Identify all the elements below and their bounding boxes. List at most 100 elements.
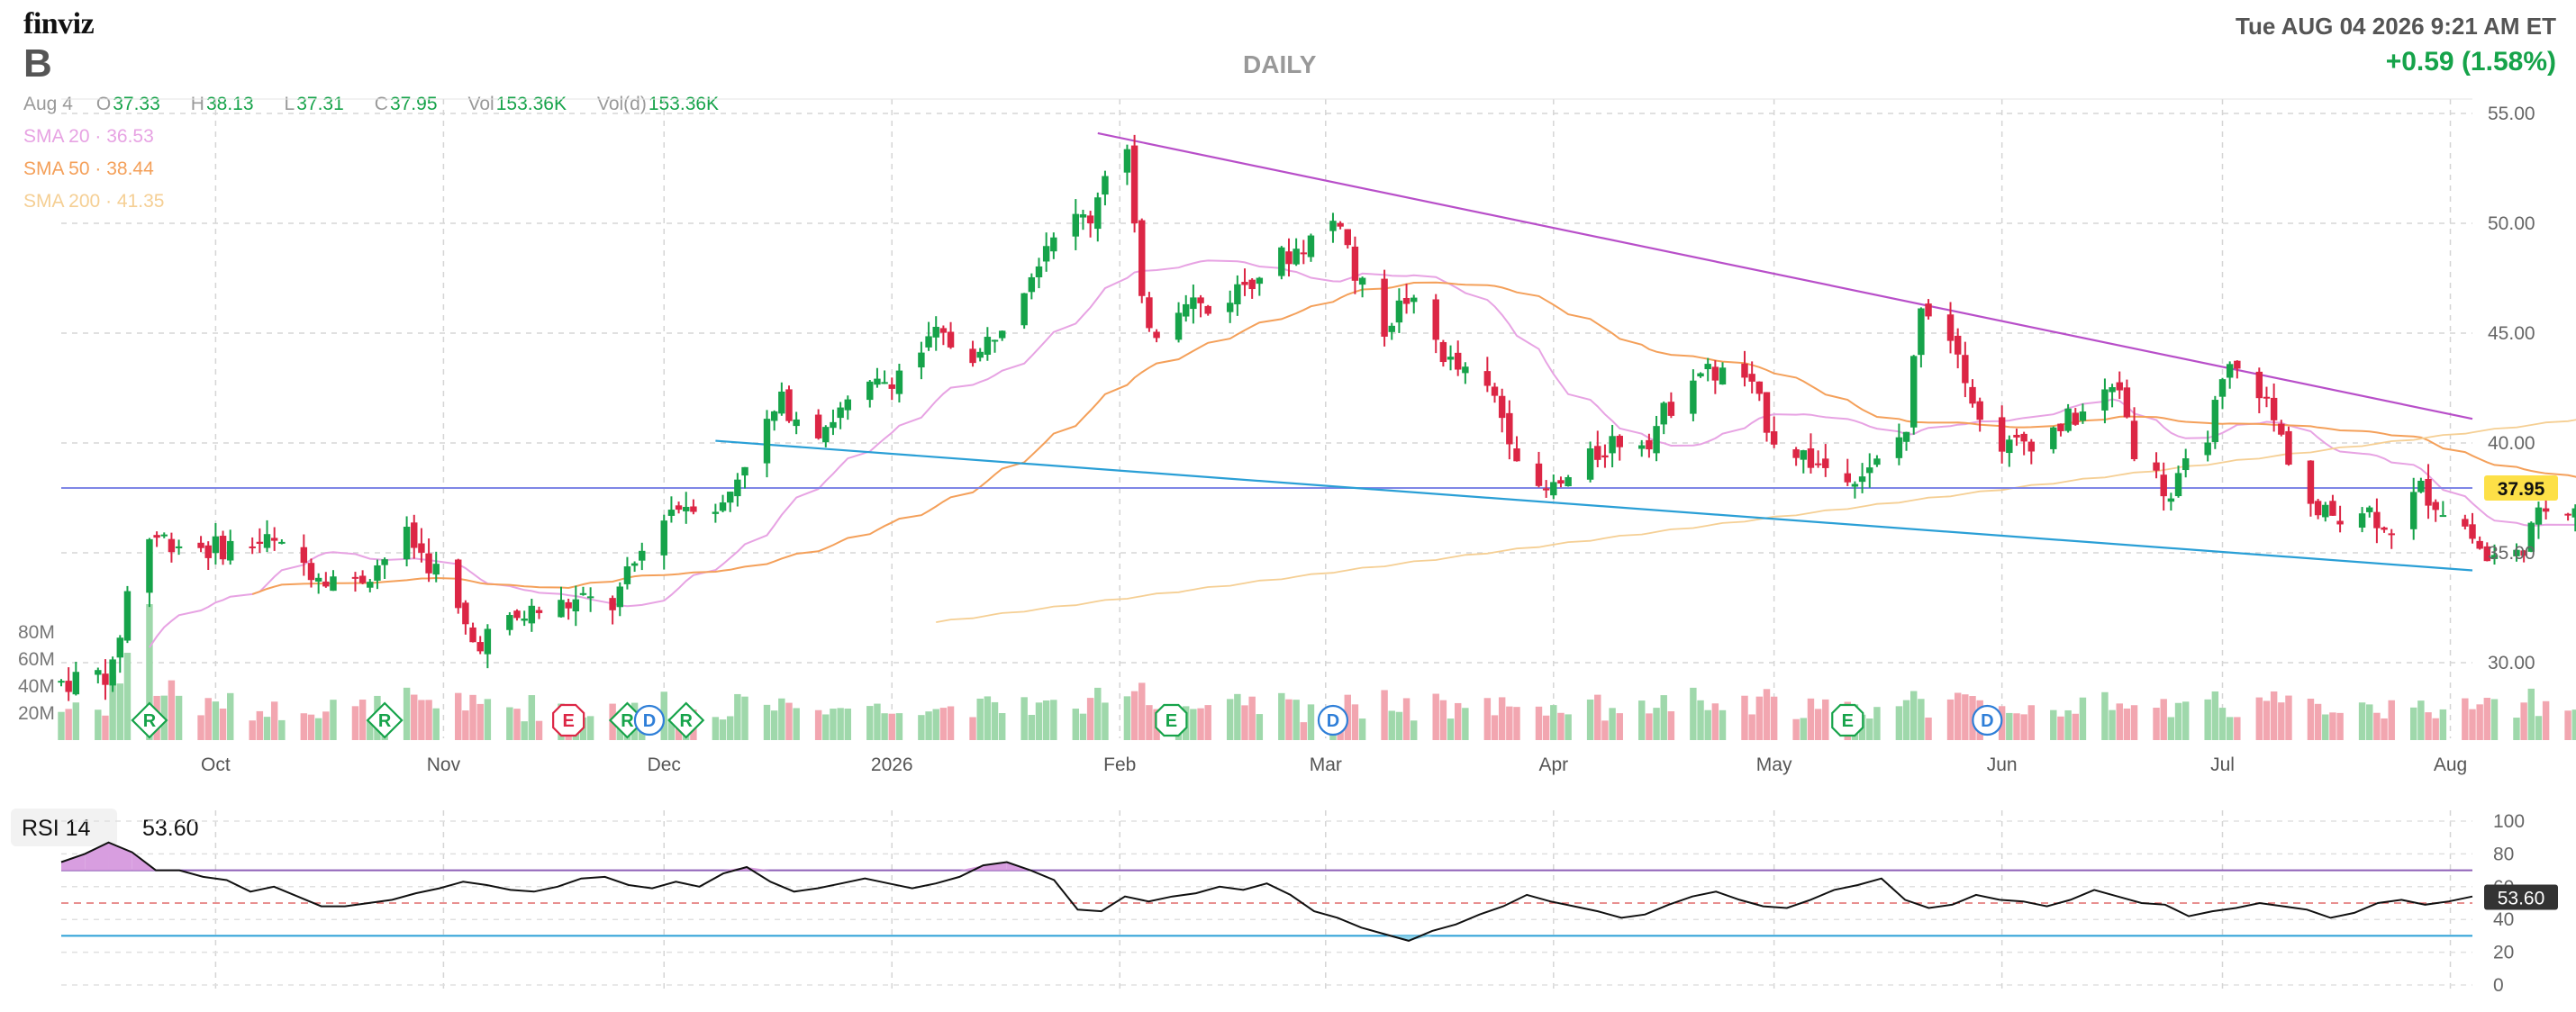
candle-body xyxy=(1358,277,1366,285)
candle xyxy=(418,528,425,563)
rsi-tag-value: 53.60 xyxy=(2498,888,2545,908)
candle xyxy=(1123,144,1131,185)
candle-body xyxy=(2116,382,2123,391)
candle-body xyxy=(2027,441,2036,452)
candle-body xyxy=(2255,371,2263,399)
candle-body xyxy=(793,419,800,427)
candle-body xyxy=(1402,297,1410,304)
sma200-legend[interactable]: SMA 200 · 41.35 xyxy=(23,191,165,212)
volume-bar xyxy=(1028,714,1036,740)
candle-body xyxy=(307,563,315,581)
candle-body xyxy=(374,565,381,581)
candle-body xyxy=(2462,519,2469,527)
candle-body xyxy=(322,581,330,587)
candle-body xyxy=(528,605,536,624)
candle-body xyxy=(1565,476,1572,487)
candle xyxy=(300,534,308,576)
candle-body xyxy=(639,550,646,561)
candle xyxy=(814,409,822,440)
candle xyxy=(351,572,359,592)
rsi-panel: 10080604020053.60 xyxy=(60,811,2558,996)
volume-bar xyxy=(462,710,469,740)
candle xyxy=(123,585,132,644)
candle-body xyxy=(425,553,432,574)
candle-body xyxy=(204,545,212,558)
event-letter: D xyxy=(1981,711,1993,731)
volume-bar xyxy=(278,719,286,740)
volume-bar xyxy=(1190,709,1197,740)
candle-body xyxy=(330,576,337,592)
candle-body xyxy=(2542,508,2550,512)
finviz-logo[interactable]: finviz xyxy=(23,7,95,41)
volume-bar xyxy=(330,700,337,740)
sma20-line xyxy=(149,259,2576,648)
candle-body xyxy=(1381,278,1388,337)
volume-bar xyxy=(226,692,234,740)
volume-bar xyxy=(2278,702,2285,740)
rsi-zone-fill xyxy=(983,862,1007,871)
candle-body xyxy=(1256,277,1264,285)
volume-bar xyxy=(778,698,785,740)
candle xyxy=(1814,450,1822,468)
event-shape xyxy=(131,701,168,739)
candle-body xyxy=(969,348,976,364)
candle xyxy=(1542,480,1550,498)
candle xyxy=(565,598,572,620)
candle xyxy=(2527,521,2535,553)
candle-body xyxy=(381,559,388,565)
volume-bar xyxy=(1660,695,1667,740)
volume-bar xyxy=(1638,700,1646,740)
candle-body xyxy=(2020,433,2027,442)
candle xyxy=(1307,233,1315,262)
candle-body xyxy=(2564,513,2571,516)
candle xyxy=(1344,229,1351,249)
candle xyxy=(160,532,168,538)
volume-bar xyxy=(1410,720,1418,740)
rsi-tick-label: 40 xyxy=(2493,909,2514,930)
candle xyxy=(1858,463,1866,493)
candle xyxy=(918,341,925,380)
volume-bar xyxy=(2226,717,2234,740)
candle xyxy=(830,409,837,436)
volume-bar xyxy=(1307,704,1315,740)
candle-body xyxy=(770,411,778,421)
candle xyxy=(476,636,484,655)
candle xyxy=(2020,431,2027,456)
candle-body xyxy=(2388,533,2395,536)
sma50-legend[interactable]: SMA 50 · 38.44 xyxy=(23,158,154,179)
volume-bar xyxy=(2439,709,2447,740)
candle xyxy=(1204,304,1211,316)
x-tick-label: Aug xyxy=(2434,754,2467,775)
candle-body xyxy=(712,511,720,514)
rsi-label-box[interactable] xyxy=(11,809,117,846)
candle xyxy=(1175,302,1183,343)
timeframe-label[interactable]: DAILY xyxy=(1243,50,1317,78)
candle-body xyxy=(1506,412,1513,445)
candle-body xyxy=(411,522,418,548)
volume-bar xyxy=(2381,718,2388,740)
volume-bar xyxy=(2513,718,2520,740)
candle xyxy=(1094,192,1102,242)
volume-bar xyxy=(2571,709,2576,740)
candle-body xyxy=(1395,300,1403,323)
candle-body xyxy=(1491,386,1499,396)
candle xyxy=(1763,392,1771,442)
volume-bar xyxy=(2373,712,2381,740)
candle xyxy=(991,339,999,353)
volume-bar xyxy=(895,713,903,740)
volume-bar xyxy=(175,695,183,740)
candle-body xyxy=(219,536,227,560)
candle xyxy=(212,523,220,565)
volume-bar xyxy=(2322,714,2329,740)
sma20-legend[interactable]: SMA 20 · 36.53 xyxy=(23,126,154,147)
candle-body xyxy=(2535,507,2543,525)
candle xyxy=(1042,232,1050,272)
rsi-line xyxy=(60,841,2473,942)
candle xyxy=(1462,362,1469,384)
volume-bar xyxy=(425,700,432,740)
candle xyxy=(1146,292,1153,332)
candle xyxy=(2285,426,2292,466)
volume-bar xyxy=(969,717,976,740)
volume-bar xyxy=(146,603,153,740)
